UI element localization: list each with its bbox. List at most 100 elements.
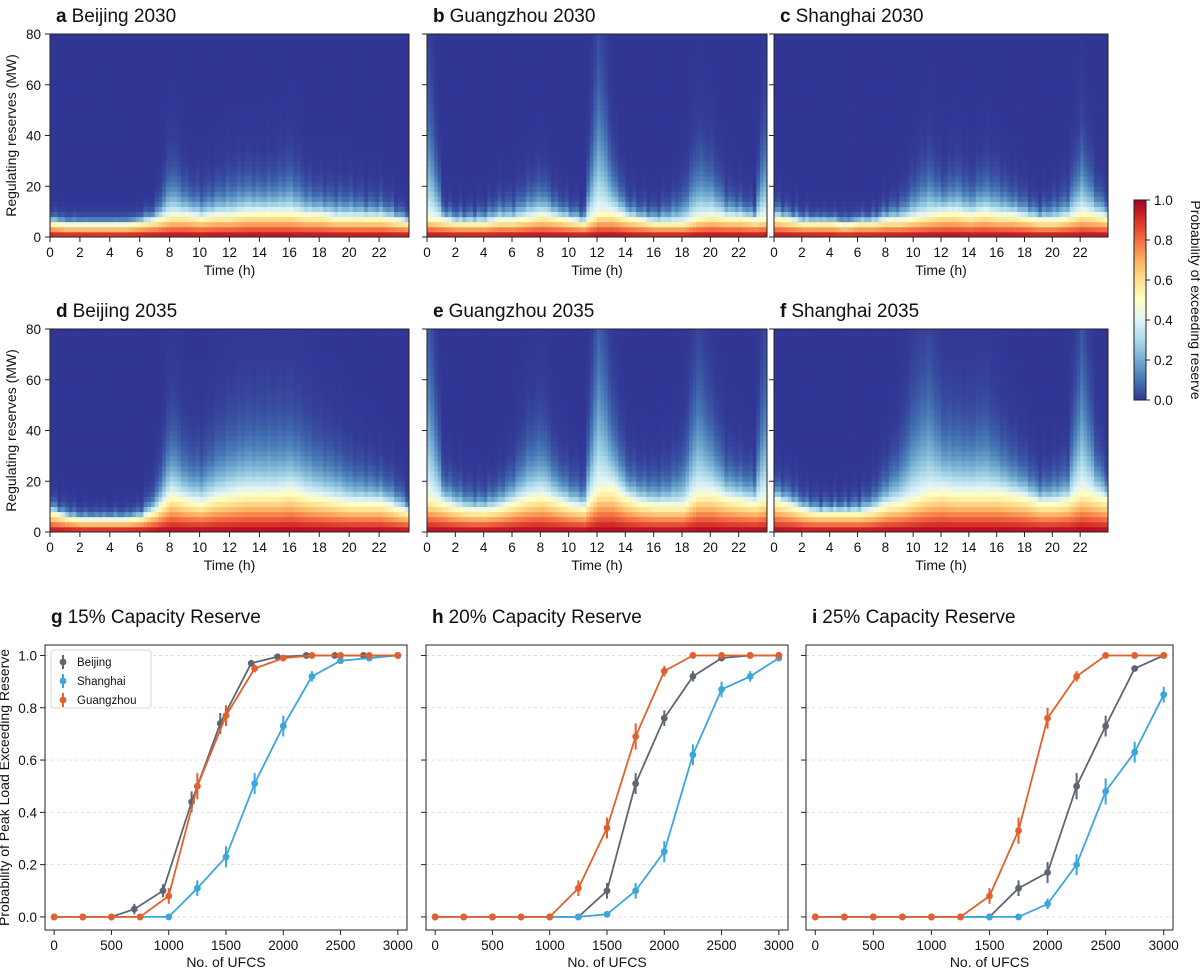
heatmap-cell [61, 221, 66, 228]
heatmap-cell [300, 206, 305, 213]
heatmap-cell [274, 69, 279, 76]
heatmap-cell [83, 54, 88, 60]
heatmap-cell [455, 155, 460, 162]
heatmap-cell [266, 186, 272, 192]
heatmap-cell [79, 181, 85, 187]
heatmap-cell [508, 89, 513, 96]
heatmap-cell [394, 54, 399, 60]
heatmap-cell [102, 120, 107, 126]
heatmap-cell [434, 54, 439, 60]
heatmap-cell [451, 125, 456, 131]
heatmap-cell [512, 64, 516, 70]
heatmap-cell [233, 44, 238, 50]
heatmap-cell [203, 150, 208, 157]
heatmap-cell [72, 191, 77, 197]
heatmap-cell [173, 120, 178, 126]
heatmap-cell [244, 191, 249, 197]
heatmap-cell [53, 160, 58, 167]
heatmap-cell [494, 211, 499, 218]
heatmap-cell [165, 44, 171, 50]
heatmap-cell [448, 39, 453, 45]
heatmap-cell [300, 231, 305, 238]
heatmap-cell [390, 79, 395, 86]
heatmap-cell [259, 115, 264, 121]
heatmap-cell [405, 216, 410, 223]
heatmap-cell [349, 84, 354, 91]
heatmap-cell [334, 54, 339, 60]
heatmap-cell [330, 176, 335, 182]
heatmap-cell [480, 140, 485, 147]
heatmap-cell [326, 39, 331, 45]
heatmap-cell [349, 120, 354, 126]
heatmap-cell [244, 120, 249, 126]
heatmap-cell [497, 150, 502, 157]
heatmap-cell [334, 196, 339, 202]
heatmap-cell [371, 165, 376, 172]
heatmap-cell [375, 99, 380, 106]
heatmap-cell [233, 99, 238, 106]
heatmap-cell [512, 59, 516, 65]
heatmap-cell [483, 94, 488, 101]
heatmap-cell [139, 150, 144, 157]
heatmap-cell [188, 211, 193, 218]
heatmap-cell [345, 191, 350, 197]
heatmap-cell [225, 171, 230, 177]
heatmap-cell [390, 145, 395, 152]
heatmap-cell [300, 39, 305, 45]
heatmap-cell [158, 160, 163, 167]
heatmap-cell [229, 120, 234, 126]
heatmap-cell [512, 176, 516, 182]
heatmap-cell [244, 84, 249, 91]
heatmap-cell [382, 196, 387, 202]
heatmap-cell [490, 89, 495, 96]
heatmap-cell [180, 135, 186, 141]
heatmap-cell [91, 226, 96, 233]
heatmap-cell [240, 231, 245, 238]
heatmap-cell [319, 64, 324, 70]
heatmap-cell [102, 39, 107, 45]
heatmap-cell [300, 84, 305, 91]
heatmap-cell [165, 171, 171, 177]
heatmap-cell [210, 94, 215, 101]
heatmap-cell [319, 110, 324, 116]
heatmap-cell [180, 44, 186, 50]
heatmap-cell [337, 140, 343, 147]
heatmap-cell [244, 171, 249, 177]
heatmap-cell [225, 135, 230, 141]
heatmap-cell [341, 216, 346, 223]
heatmap-cell [401, 130, 406, 136]
heatmap-cell [427, 231, 431, 238]
heatmap-cell [177, 150, 182, 157]
heatmap-cell [401, 125, 406, 131]
heatmap-cell [330, 130, 335, 136]
heatmap-cell [64, 54, 70, 60]
heatmap-cell [98, 231, 103, 238]
heatmap-cell [79, 155, 85, 162]
heatmap-cell [68, 105, 73, 111]
heatmap-cell [469, 105, 474, 111]
heatmap-cell [519, 135, 524, 141]
heatmap-cell [519, 145, 524, 152]
heatmap-cell [469, 34, 474, 40]
heatmap-cell [188, 39, 193, 45]
heatmap-cell [214, 186, 219, 192]
heatmap-cell [222, 39, 227, 45]
heatmap-cell [281, 221, 286, 228]
heatmap-cell [405, 231, 410, 238]
heatmap-cell [487, 115, 492, 121]
heatmap-cell [270, 120, 275, 126]
heatmap-cell [102, 221, 107, 228]
heatmap-cell [304, 74, 309, 81]
heatmap-cell [501, 120, 506, 126]
heatmap-cell [192, 226, 197, 233]
heatmap-cell [349, 125, 354, 131]
heatmap-cell [199, 34, 204, 40]
heatmap-cell [483, 181, 488, 187]
heatmap-cell [455, 54, 460, 60]
heatmap-cell [289, 74, 294, 81]
heatmap-cell [349, 39, 354, 45]
heatmap-cell [83, 196, 88, 202]
heatmap-cell [184, 34, 189, 40]
heatmap-cell [83, 115, 88, 121]
heatmap-cell [490, 150, 495, 157]
